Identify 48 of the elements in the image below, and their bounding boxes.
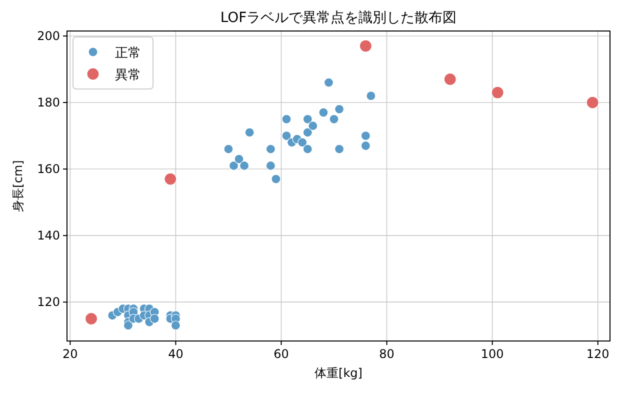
point	[266, 160, 276, 171]
point	[271, 174, 281, 184]
point	[334, 144, 344, 154]
point	[224, 144, 234, 154]
point	[334, 104, 344, 114]
y-tick-label: 180	[37, 96, 60, 110]
y-tick-label: 120	[37, 295, 60, 310]
point	[302, 144, 312, 154]
point	[298, 138, 308, 148]
point	[150, 314, 160, 324]
point	[324, 78, 334, 88]
point	[360, 140, 370, 151]
point	[164, 172, 177, 186]
point	[240, 160, 250, 171]
x-tick-label: 100	[480, 347, 504, 361]
point	[360, 130, 370, 141]
point	[170, 320, 181, 330]
x-axis-title: 体重[kg]	[314, 366, 362, 380]
point	[318, 108, 328, 118]
x-tick-label: 20	[62, 347, 78, 361]
y-tick-label: 140	[37, 228, 60, 243]
point	[228, 160, 239, 171]
x-tick-label: 40	[168, 347, 184, 361]
point	[266, 144, 276, 154]
point	[84, 312, 98, 326]
point	[302, 128, 312, 138]
point	[123, 320, 134, 330]
point	[282, 114, 292, 124]
point	[444, 72, 456, 86]
point	[329, 114, 339, 124]
y-tick-label: 200	[37, 28, 60, 43]
point	[302, 114, 312, 124]
chart-title: LOFラベルで異常点を識別した散布図	[220, 10, 457, 26]
point	[366, 91, 376, 101]
y-axis-title: 身長[cm]	[11, 160, 25, 212]
x-tick-label: 80	[379, 347, 394, 361]
point	[234, 154, 244, 164]
legend-label: 異常	[115, 68, 141, 83]
y-tick-label: 160	[37, 162, 60, 176]
point	[282, 130, 292, 141]
x-tick-label: 120	[586, 347, 610, 361]
point	[359, 40, 372, 52]
legend-label: 正常	[115, 46, 141, 61]
x-tick-label: 60	[274, 347, 289, 361]
point	[308, 120, 318, 131]
point	[244, 128, 254, 138]
point	[586, 96, 599, 109]
point	[491, 86, 504, 99]
